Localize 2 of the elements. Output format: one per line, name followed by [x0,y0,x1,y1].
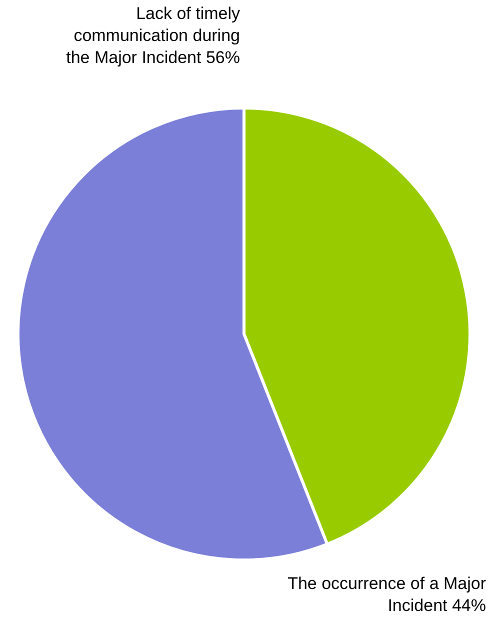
slice-label: Lack of timely communication during the Major Incident 56% [66,4,240,67]
slice-label: The occurrence of a Major Incident 44% [288,574,486,615]
